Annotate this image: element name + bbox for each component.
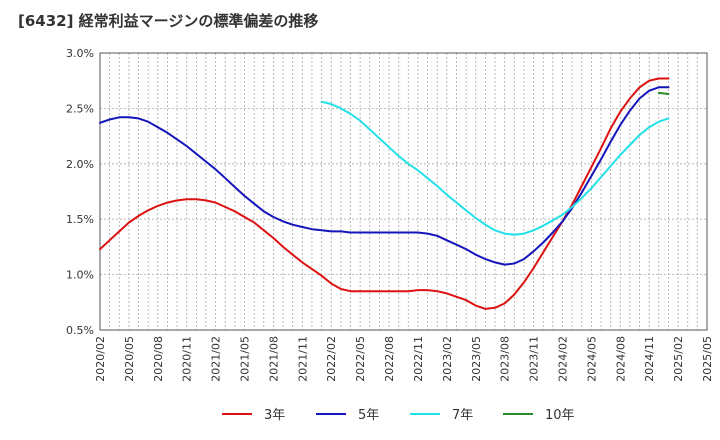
x-tick-label: 2023/08 [499,336,512,382]
x-tick-label: 2024/11 [643,336,656,382]
y-tick-label: 1.5% [66,213,94,226]
x-tick-label: 2020/08 [152,336,165,382]
grid-lines [100,53,707,330]
y-tick-label: 1.0% [66,269,94,282]
x-tick-label: 2020/05 [123,336,136,382]
x-tick-label: 2023/11 [528,336,541,382]
x-tick-label: 2021/08 [267,336,280,382]
x-tick-label: 2020/02 [94,336,107,382]
series-line-4 [657,91,670,95]
legend-label: 3年 [264,408,285,423]
x-axis-ticks: 2020/02 2020/05 2020/08 2020/11 2021/02 2021/… [94,336,714,382]
y-tick-label: 3.0% [66,47,94,60]
x-tick-label: 2022/11 [412,336,425,382]
x-tick-label: 2022/08 [383,336,396,382]
x-tick-label: 2021/05 [239,336,252,382]
chart-title: [6432] 経常利益マージンの標準偏差の推移 [18,12,319,30]
x-tick-label: 2025/05 [701,336,714,382]
series-line-2 [99,86,670,266]
x-tick-label: 2024/05 [585,336,598,382]
legend: 3年 5年 7年 10年 [222,408,575,423]
x-tick-label: 2022/02 [325,336,338,382]
y-tick-label: 2.0% [66,158,94,171]
legend-label: 7年 [452,408,473,423]
series-line-3 [320,100,670,236]
x-tick-label: 2024/08 [614,336,627,382]
legend-label: 10年 [545,408,575,423]
x-tick-label: 2023/05 [470,336,483,382]
plot-frame [99,52,708,331]
x-tick-label: 2025/02 [672,336,685,382]
y-tick-label: 2.5% [66,102,94,115]
x-tick-label: 2023/02 [441,336,454,382]
series-lines [99,77,670,310]
x-tick-label: 2021/11 [296,336,309,382]
series-line-1 [99,77,670,310]
x-tick-label: 2024/02 [556,336,569,382]
x-tick-label: 2021/02 [210,336,223,382]
legend-label: 5年 [358,408,379,423]
y-tick-label: 0.5% [66,324,94,337]
y-axis-ticks: 3.0% 2.5% 2.0% 1.5% 1.0% 0.5% [66,47,94,337]
x-tick-label: 2022/05 [354,336,367,382]
x-tick-label: 2020/11 [181,336,194,382]
